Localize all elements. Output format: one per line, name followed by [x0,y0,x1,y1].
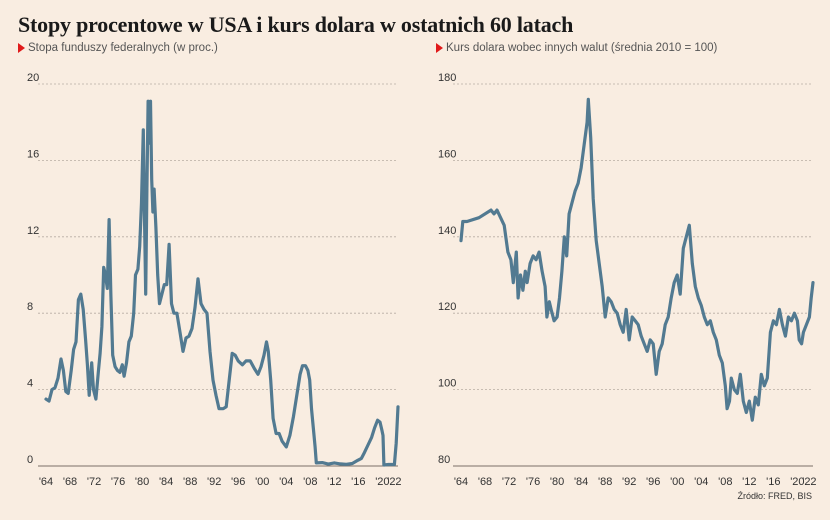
left-chart-subtitle-text: Stopa funduszy federalnych (w proc.) [28,42,218,54]
left-chart-subtitle: Stopa funduszy federalnych (w proc.) [18,42,218,54]
x-tick-label: '88 [183,476,197,488]
x-tick-label: '64 [454,476,468,488]
x-tick-label: '20 [375,476,389,488]
x-tick-label: '22 [802,476,816,488]
x-tick-label: '68 [63,476,77,488]
y-tick-label: 80 [438,454,450,466]
x-tick-label: '04 [694,476,708,488]
y-tick-label: 100 [438,378,456,390]
x-tick-label: '20 [790,476,804,488]
x-tick-label: '92 [622,476,636,488]
y-tick-label: 8 [27,301,33,313]
y-tick-label: 12 [27,225,39,237]
y-tick-label: 0 [27,454,33,466]
chart-title: Stopy procentowe w USA i kurs dolara w o… [18,12,574,37]
x-tick-label: '12 [327,476,341,488]
x-tick-label: '92 [207,476,221,488]
y-tick-label: 180 [438,72,456,84]
right-chart-subtitle: Kurs dolara wobec innych walut (średnia … [436,42,717,54]
x-tick-label: '84 [159,476,173,488]
x-tick-label: '68 [478,476,492,488]
x-tick-label: '12 [742,476,756,488]
x-tick-label: '64 [39,476,53,488]
x-tick-label: '22 [387,476,401,488]
x-tick-label: '08 [718,476,732,488]
y-tick-label: 20 [27,72,39,84]
x-tick-label: '96 [646,476,660,488]
y-tick-label: 4 [27,378,33,390]
red-triangle-marker-icon [18,43,25,53]
series-line [44,99,400,467]
x-tick-label: '16 [766,476,780,488]
x-tick-label: '96 [231,476,245,488]
y-tick-label: 16 [27,148,39,160]
x-tick-label: '04 [279,476,293,488]
x-tick-label: '72 [502,476,516,488]
y-tick-label: 160 [438,148,456,160]
x-tick-label: '84 [574,476,588,488]
x-tick-label: '80 [135,476,149,488]
source-note: Źródło: FRED, BIS [737,491,812,501]
x-tick-label: '72 [87,476,101,488]
x-tick-label: '08 [303,476,317,488]
x-tick-label: '16 [351,476,365,488]
x-tick-label: '88 [598,476,612,488]
x-tick-label: '80 [550,476,564,488]
right-chart-subtitle-text: Kurs dolara wobec innych walut (średnia … [446,42,718,54]
x-tick-label: '00 [670,476,684,488]
y-tick-label: 140 [438,225,456,237]
x-tick-label: '00 [255,476,269,488]
x-tick-label: '76 [526,476,540,488]
red-triangle-marker-icon [436,43,443,53]
series-line [459,97,815,422]
x-tick-label: '76 [111,476,125,488]
y-tick-label: 120 [438,301,456,313]
